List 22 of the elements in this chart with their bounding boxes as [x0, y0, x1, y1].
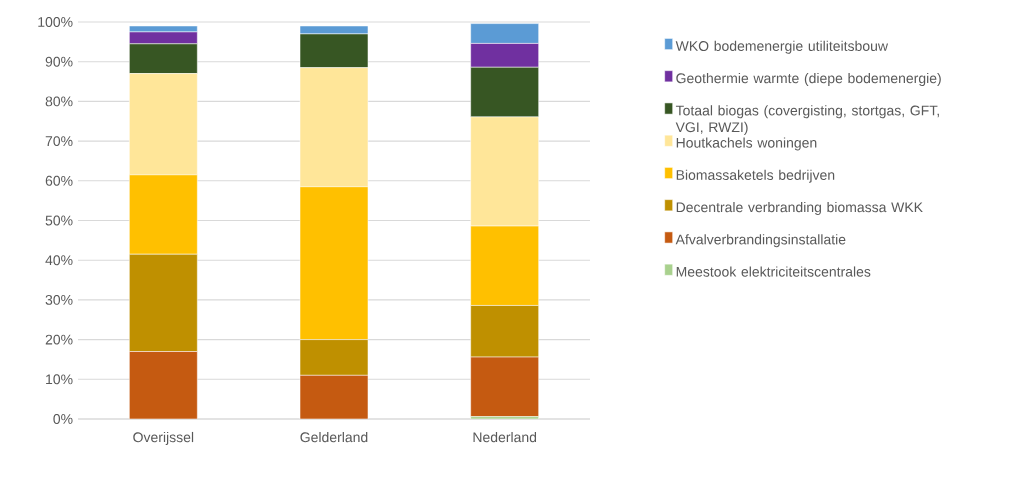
y-tick-label: 10% [46, 374, 73, 385]
y-tick-label: 40% [45, 255, 73, 266]
legend-label: WKO bodemenergie utiliteitsbouw [675, 40, 889, 54]
y-tick-label: 70% [45, 136, 73, 147]
y-tick-label: 100% [38, 17, 73, 27]
x-tick-label: Overijssel [133, 431, 194, 445]
y-tick-label: 30% [45, 294, 73, 305]
legend-label: Houtkachels woningen [676, 137, 817, 151]
legend-label: Geothermie warmte (diepe bodemenergie) [676, 72, 941, 86]
y-tick-label: 80% [45, 96, 73, 107]
y-tick-label: 60% [45, 175, 73, 186]
x-tick-label: Nederland [473, 431, 537, 443]
y-tick-label: 20% [45, 334, 73, 345]
legend-label: Totaal biogas (covergisting, stortgas, GFT, VGI, RWZI) [675, 105, 939, 135]
y-tick-label: 50% [45, 215, 73, 226]
legend-label: Biomassaketels bedrijven [676, 169, 835, 183]
y-tick-label: 90% [45, 56, 73, 67]
x-tick-label: Gelderland [300, 431, 368, 443]
y-tick-label: 0% [53, 414, 73, 424]
legend-label: Meestook elektriciteitscentrales [676, 266, 871, 277]
legend-label: Afvalverbrandingsinstallatie [675, 234, 846, 248]
legend-label: Decentrale verbranding biomassa WKK [676, 201, 923, 215]
